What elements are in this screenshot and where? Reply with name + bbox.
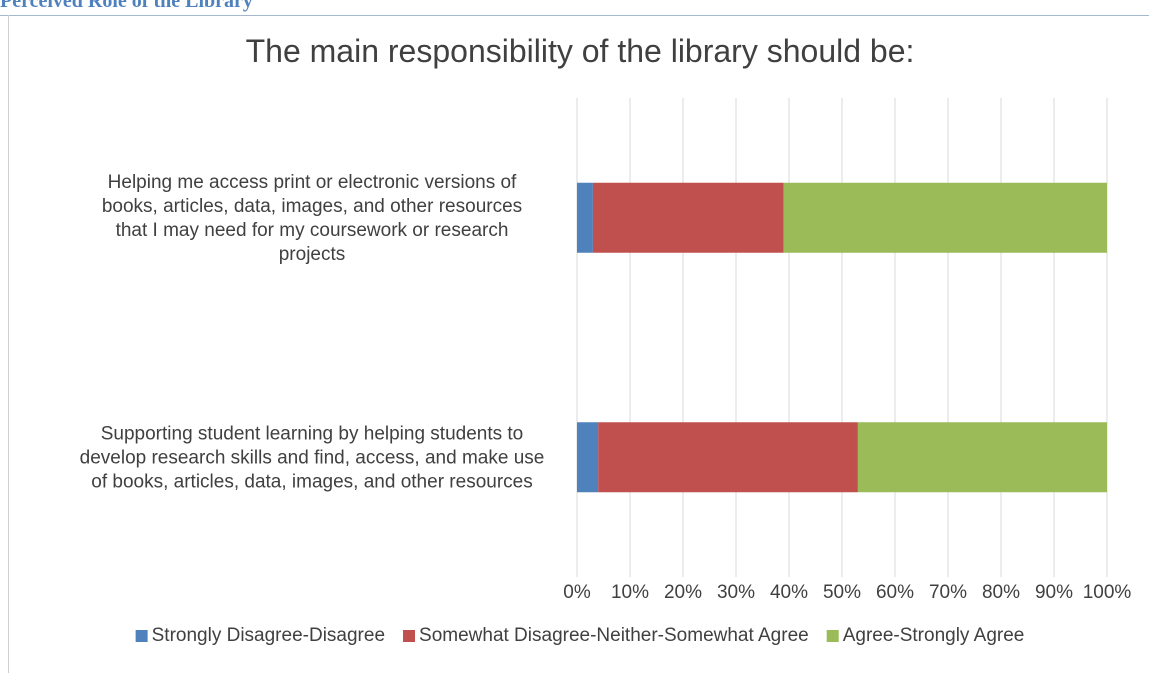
legend: Strongly Disagree-Disagree Somewhat Disag… xyxy=(135,625,1025,646)
x-tick-label: 30% xyxy=(717,582,755,603)
bar-segment xyxy=(783,182,1107,253)
x-tick-label: 60% xyxy=(876,582,914,603)
x-tick-label: 100% xyxy=(1083,582,1132,603)
gridlines xyxy=(576,98,1108,577)
x-tick-label: 0% xyxy=(563,582,591,603)
x-axis-tick-labels: 0% 10% 20% 30% 40% 50% 60% 70% 80% 90% 100% xyxy=(563,582,1131,603)
x-tick-label: 40% xyxy=(770,582,808,603)
legend-swatch xyxy=(826,630,839,642)
chart-title: The main responsibility of the library s… xyxy=(246,33,915,69)
bar-segment xyxy=(577,422,599,493)
category-label: Helping me access print or electronic ve… xyxy=(102,172,522,265)
heading-underline xyxy=(0,15,1149,16)
x-tick-label: 90% xyxy=(1035,582,1073,603)
legend-item: Agree-Strongly Agree xyxy=(826,625,1025,646)
x-tick-label: 50% xyxy=(823,582,861,603)
page-heading: Perceived Role of the Library xyxy=(0,0,253,12)
chart-frame-left-border xyxy=(8,15,9,673)
legend-swatch xyxy=(135,630,148,642)
bar-segments xyxy=(577,182,1107,493)
legend-item: Strongly Disagree-Disagree xyxy=(135,625,385,646)
legend-swatch xyxy=(403,630,416,642)
bar-segment xyxy=(592,182,784,253)
bar-segment xyxy=(577,182,593,253)
x-tick-label: 20% xyxy=(664,582,702,603)
legend-label: Agree-Strongly Agree xyxy=(843,625,1025,646)
category-label: Supporting student learning by helping s… xyxy=(80,423,545,492)
legend-label: Strongly Disagree-Disagree xyxy=(152,625,385,646)
legend-item: Somewhat Disagree-Neither-Somewhat Agree xyxy=(403,625,809,646)
category-labels: Helping me access print or electronic ve… xyxy=(80,172,545,493)
x-tick-label: 80% xyxy=(982,582,1020,603)
bar-segment xyxy=(857,422,1107,493)
legend-label: Somewhat Disagree-Neither-Somewhat Agree xyxy=(419,625,809,646)
bar-segment xyxy=(598,422,858,493)
x-tick-label: 10% xyxy=(611,582,649,603)
x-tick-label: 70% xyxy=(929,582,967,603)
